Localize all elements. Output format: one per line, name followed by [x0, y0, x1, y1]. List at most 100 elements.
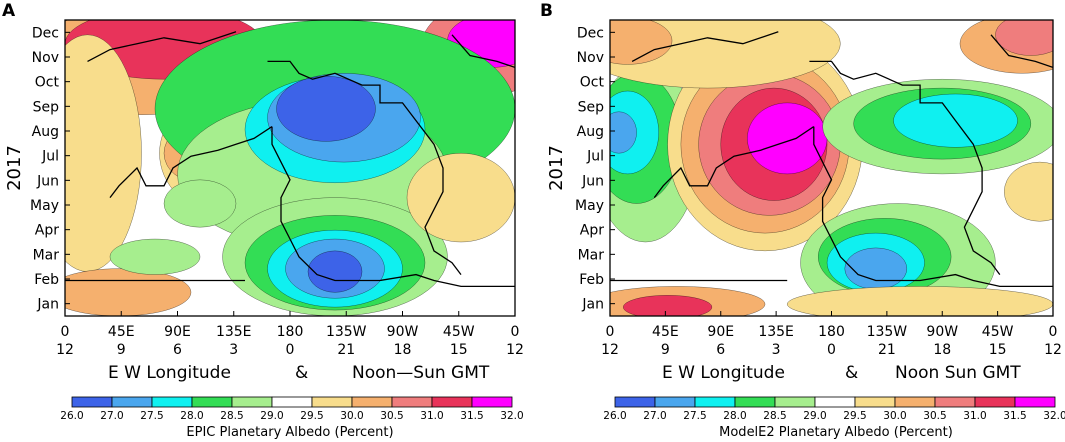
panel-a-x-tick-label-gmt: 15: [450, 342, 468, 358]
panel-b-colorbar-swatch: [614, 396, 656, 408]
panel-a-contour-region: [65, 268, 192, 316]
panel-a-x-tick-label-gmt: 3: [229, 342, 238, 358]
panel-b-colorbar-tick-label: 31.0: [963, 410, 986, 422]
panel-a-colorbar-tick-label: 29.5: [300, 410, 323, 422]
panel-a-y-tick-label: Jun: [36, 173, 59, 189]
panel-a-y-tick-label: Aug: [32, 124, 59, 140]
panel-b-x-tick-label-longitude: 0: [606, 324, 615, 340]
panel-a-x-tick-label-longitude: 135W: [326, 324, 367, 340]
panel-b-y-tick-label: Nov: [577, 50, 604, 66]
panel-a-contour-region: [406, 152, 515, 243]
panel-b-y-tick-label: Oct: [580, 75, 605, 91]
panel-b-colorbar-tick-label: 32.0: [1043, 410, 1065, 422]
panel-b-contour-region: [610, 20, 673, 65]
panel-a-colorbar-label: EPIC Planetary Albedo (Percent): [186, 425, 393, 440]
panel-b-contour-region: [623, 295, 713, 316]
panel-a-x-tick-label-longitude: 90E: [164, 324, 191, 340]
panel-b-xlabel-right: Noon Sun GMT: [895, 363, 1021, 383]
panel-b-colorbar: 26.0 27.0 27.5 28.0 28.5 29.0 29.5 30.0 30.5 31.0…: [603, 396, 1065, 422]
panel-b-colorbar-swatch: [894, 396, 936, 408]
panel-a-x-tick-label-gmt: 0: [286, 342, 295, 358]
panel-a-x-tick-label-longitude: 135E: [216, 324, 252, 340]
panel-b-x-tick-label-gmt: 21: [878, 342, 896, 358]
panel-a-colorbar-tick-label: 30.0: [340, 410, 363, 422]
panel-a-colorbar-tick-label: 27.5: [140, 410, 163, 422]
panel-a-x-tick-label-gmt: 18: [394, 342, 412, 358]
panel-b-x-tick-label-longitude: 45W: [982, 324, 1014, 340]
panel-b-x-tick-label-gmt: 15: [989, 342, 1007, 358]
panel-a-colorbar-swatch: [271, 396, 313, 408]
panel-a-x-axis: 0 12 45E 9 90E 6 135E 3 180 0 135W 21 90W 18 45W 15 0 12: [56, 311, 524, 358]
panel-a-contour-field: [65, 20, 515, 316]
panel-b-contour-region: [1004, 161, 1053, 222]
panel-a-x-tick-label-gmt: 9: [117, 342, 126, 358]
panel-b-x-tick-label-gmt: 9: [661, 342, 670, 358]
panel-a-colorbar-tick-label: 31.0: [420, 410, 443, 422]
panel-b-x-tick-label-longitude: 90E: [707, 324, 734, 340]
panel-b-x-tick-label-gmt: 18: [933, 342, 951, 358]
panel-a-x-tick-label-longitude: 45E: [108, 324, 135, 340]
panel-a-colorbar-tick-label: 30.5: [380, 410, 403, 422]
panel-b-y-tick-label: Apr: [580, 223, 604, 239]
panel-b-contour-region: [747, 102, 828, 175]
panel-b-colorbar-swatch: [774, 396, 816, 408]
panel-b-colorbar-tick-label: 30.5: [923, 410, 946, 422]
panel-b-contour-region: [844, 247, 908, 290]
panel-a-y-axis: Jan Feb Mar Apr May Jun Jul Aug Sep Oct Nov Dec: [30, 25, 70, 313]
panel-b-colorbar-tick-label: 30.0: [883, 410, 906, 422]
panel-b-x-axis: 0 12 45E 9 90E 6 135E 3 180 0 135W 21 90W 18 45W 15 0 12: [601, 311, 1062, 358]
panel-a-y-tick-label: Jul: [41, 149, 59, 165]
panel-b-colorbar-tick-label: 29.0: [803, 410, 826, 422]
panel-a-xlabel-left: E W Longitude: [108, 363, 231, 383]
panel-b-colorbar-swatch: [694, 396, 736, 408]
panel-a-ylabel: 2017: [4, 145, 25, 191]
panel-a-y-tick-label: Apr: [35, 223, 59, 239]
panel-a-x-tick-label-longitude: 0: [511, 324, 520, 340]
panel-a-colorbar-swatch: [231, 396, 273, 408]
panel-b-y-tick-label: Jun: [581, 173, 604, 189]
panel-a-x-tick-label-longitude: 90W: [387, 324, 419, 340]
panel-b-colorbar-label: ModelE2 Planetary Albedo (Percent): [719, 425, 953, 440]
panel-a-colorbar-swatch: [71, 396, 113, 408]
panel-b-colorbar-tick-label: 27.5: [683, 410, 706, 422]
panel-b-colorbar-swatch: [814, 396, 856, 408]
panel-a-colorbar-swatch: [111, 396, 153, 408]
panel-a-y-tick-label: Dec: [32, 25, 59, 41]
panel-a-x-tick-label-gmt: 21: [337, 342, 355, 358]
panel-a-colorbar-swatch: [311, 396, 353, 408]
panel-b-x-tick-label-longitude: 135W: [867, 324, 908, 340]
panel-a-x-tick-label-longitude: 45W: [443, 324, 475, 340]
panel-b-colorbar-tick-label: 27.0: [643, 410, 666, 422]
panel-a-y-tick-label: Oct: [35, 75, 60, 91]
panel-b-y-tick-label: Dec: [577, 25, 604, 41]
panel-a-colorbar-tick-label: 28.5: [220, 410, 243, 422]
panel-b-x-tick-label-longitude: 180: [818, 324, 845, 340]
panel-a-y-tick-label: Jan: [36, 297, 59, 313]
panel-a-label: A: [2, 1, 16, 21]
panel-a-colorbar-swatch: [151, 396, 193, 408]
panel-a-contour-region: [109, 238, 201, 275]
panel-b-y-tick-label: Jul: [586, 149, 604, 165]
panel-b-y-tick-label: Sep: [578, 99, 605, 115]
panel-a-contour-region: [163, 179, 237, 228]
panel-a-x-tick-label-longitude: 0: [61, 324, 70, 340]
panel-b-colorbar-tick-label: 26.0: [603, 410, 626, 422]
panel-a-xlabel-right: Noon—Sun GMT: [352, 363, 490, 383]
panel-b-colorbar-swatch: [854, 396, 896, 408]
panel-b-contour-field: [610, 20, 1053, 316]
panel-b-x-tick-label-gmt: 12: [601, 342, 619, 358]
panel-b-ylabel: 2017: [546, 145, 567, 191]
panel-a-y-tick-label: Mar: [33, 247, 60, 263]
panel-a-colorbar-tick-label: 31.5: [460, 410, 483, 422]
panel-b-y-axis: Jan Feb Mar Apr May Jun Jul Aug Sep Oct Nov Dec: [575, 25, 615, 313]
panel-a-colorbar-tick-label: 29.0: [260, 410, 283, 422]
panel-b-colorbar-swatch: [934, 396, 976, 408]
panel-a-colorbar-tick-label: 28.0: [180, 410, 203, 422]
panel-b-colorbar-tick-label: 29.5: [843, 410, 866, 422]
panel-b-y-tick-label: Aug: [577, 124, 604, 140]
panel-a: A Jan Feb Mar Apr May Jun Jul Aug Sep Oct Nov Dec 0…: [2, 1, 524, 440]
panel-a-xlabel-amp: &: [295, 363, 308, 383]
panel-b-y-tick-label: Feb: [579, 272, 604, 288]
panel-a-colorbar-swatch: [471, 396, 513, 408]
